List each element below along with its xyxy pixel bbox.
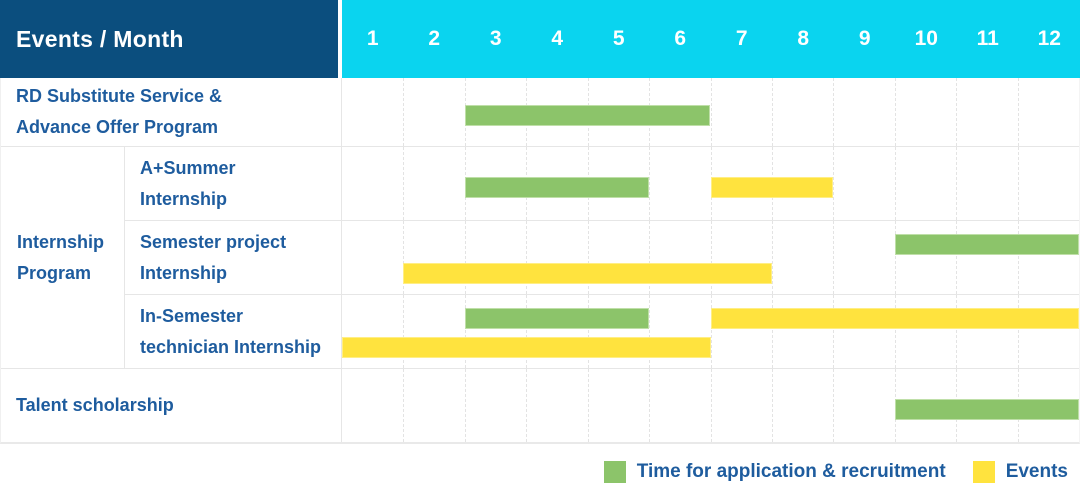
month-header-cell: 9	[858, 27, 871, 50]
month-header-cell: 6	[674, 27, 687, 50]
header-title: Events / Month	[0, 0, 338, 78]
gantt-header: Events / Month 1 2 3 4 5 6 7 8 9 10 11 12	[0, 0, 1080, 78]
bar-recruitment	[464, 177, 650, 198]
grid-line	[710, 295, 712, 368]
grid-line	[587, 369, 589, 442]
legend-swatch-events	[972, 461, 995, 483]
legend-label: Events	[1005, 461, 1068, 482]
grid-line	[649, 369, 651, 442]
month-header-cell: 10	[914, 27, 938, 50]
row-label: RD Substitute Service & Advance Offer Pro…	[1, 78, 342, 146]
bar-events	[710, 308, 1079, 329]
month-header-cell: 4	[551, 27, 564, 50]
grid-line	[956, 78, 958, 146]
month-header-cell: 8	[797, 27, 810, 50]
grid-line	[894, 221, 896, 294]
bar-events	[342, 337, 711, 358]
chart-cell	[342, 368, 1079, 442]
grid-line	[1017, 295, 1019, 368]
grid-line	[587, 295, 589, 368]
grid-line	[894, 295, 896, 368]
gantt-body: RD Substitute Service & Advance Offer Pro…	[0, 78, 1080, 444]
month-header-cell: 2	[428, 27, 441, 50]
grid-line	[464, 221, 466, 294]
grid-line	[1017, 147, 1019, 220]
grid-line	[649, 221, 651, 294]
grid-line	[956, 147, 958, 220]
grid-line	[833, 221, 835, 294]
grid-line	[526, 221, 528, 294]
row-label: Talent scholarship	[1, 368, 342, 442]
chart-cell	[342, 78, 1079, 146]
legend-label: Time for application & recruitment	[636, 461, 946, 482]
month-header-cell: 7	[735, 27, 748, 50]
grid-line	[649, 147, 651, 220]
legend: Time for application & recruitment Events	[0, 444, 1080, 483]
grid-line	[587, 221, 589, 294]
month-header-cell: 1	[366, 27, 379, 50]
grid-line	[833, 147, 835, 220]
chart-cell	[342, 220, 1079, 294]
grid-line	[526, 295, 528, 368]
header-divider	[338, 0, 342, 78]
grid-line	[403, 295, 405, 368]
chart-cell	[342, 294, 1079, 368]
grid-line	[833, 295, 835, 368]
bar-recruitment	[464, 308, 650, 329]
grid-line	[894, 147, 896, 220]
grid-line	[1017, 78, 1019, 146]
row-label-line: In-Semester	[140, 305, 244, 326]
row-label-line: Talent scholarship	[16, 395, 174, 415]
grid-line	[1017, 221, 1019, 294]
legend-item-recruitment: Time for application & recruitment	[603, 461, 946, 483]
grid-line	[710, 221, 712, 294]
grid-line	[771, 78, 773, 146]
grid-line	[710, 78, 712, 146]
grid-line	[403, 369, 405, 442]
row-label: Semester project Internship	[125, 220, 342, 294]
bar-recruitment	[894, 399, 1079, 420]
grid-line	[956, 221, 958, 294]
grid-line	[464, 295, 466, 368]
bar-events	[403, 263, 772, 284]
row-label-line: technician Internship	[140, 336, 322, 357]
grid-line	[771, 369, 773, 442]
grid-line	[649, 295, 651, 368]
grid-line	[771, 221, 773, 294]
grid-line	[956, 295, 958, 368]
grid-line	[894, 78, 896, 146]
row-label-line: Internship	[140, 188, 228, 209]
row-label: In-Semester technician Internship	[125, 294, 342, 368]
month-header-cell: 3	[489, 27, 502, 50]
row-label-line: RD Substitute Service &	[16, 86, 223, 106]
grid-line	[403, 147, 405, 220]
row-label-line: A+Summer	[140, 157, 236, 178]
month-header-row: 1 2 3 4 5 6 7 8 9 10 11 12	[342, 0, 1080, 78]
grid-line	[403, 221, 405, 294]
bar-events	[710, 177, 834, 198]
grid-line	[464, 369, 466, 442]
bar-recruitment	[464, 105, 711, 126]
legend-swatch-recruitment	[603, 461, 626, 483]
month-header-cell: 11	[976, 27, 999, 50]
chart-cell	[342, 146, 1079, 220]
legend-item-events: Events	[972, 461, 1068, 483]
row-label-line: Semester project	[140, 231, 287, 252]
month-header-cell: 5	[612, 27, 625, 50]
month-header-cell: 12	[1037, 27, 1061, 50]
row-label-line: Internship	[140, 262, 228, 283]
grid-line	[833, 369, 835, 442]
grid-line	[710, 369, 712, 442]
group-label: Internship Program	[1, 146, 125, 368]
row-label: A+Summer Internship	[125, 146, 342, 220]
grid-line	[526, 369, 528, 442]
grid-line	[403, 78, 405, 146]
bar-recruitment	[894, 234, 1079, 255]
grid-line	[771, 295, 773, 368]
grid-line	[833, 78, 835, 146]
row-label-line: Advance Offer Program	[16, 117, 219, 137]
